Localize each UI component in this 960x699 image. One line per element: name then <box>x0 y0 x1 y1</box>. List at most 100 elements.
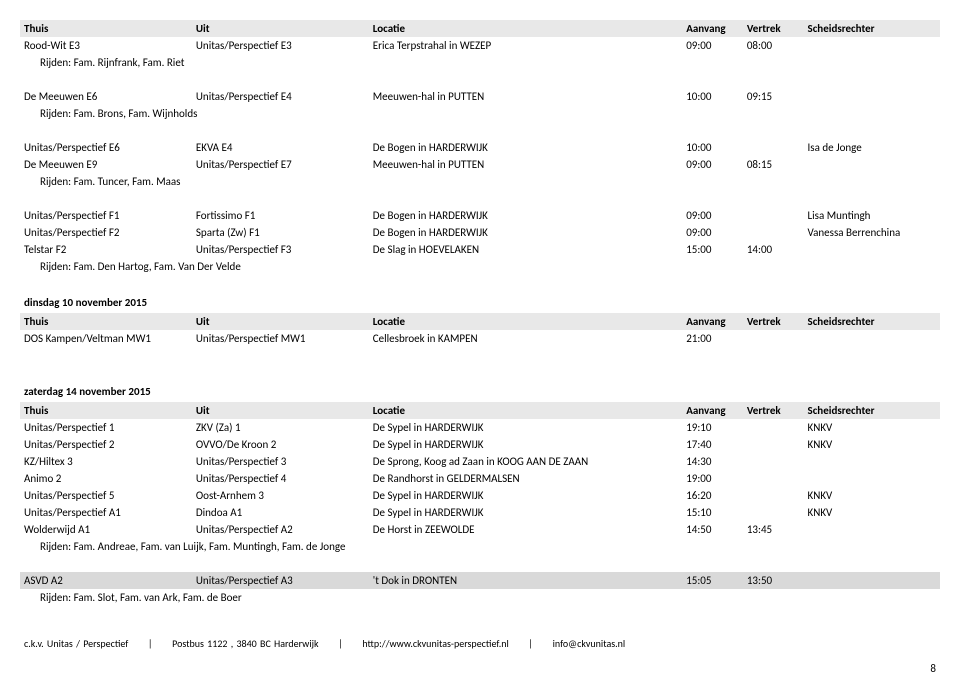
cell: 15:10 <box>682 504 743 521</box>
cell <box>743 207 804 224</box>
cell: KNKV <box>804 504 941 521</box>
cell <box>743 139 804 156</box>
cell <box>743 487 804 504</box>
cell: 19:00 <box>682 470 743 487</box>
cell: De Sypel in HARDERWIJK <box>369 504 682 521</box>
cell: Animo 2 <box>20 470 192 487</box>
cell: Telstar F2 <box>20 241 192 258</box>
cell <box>743 419 804 436</box>
cell: De Randhorst in GELDERMALSEN <box>369 470 682 487</box>
cell: De Horst in ZEEWOLDE <box>369 521 682 538</box>
cell: 13:50 <box>743 572 804 589</box>
cell: De Sypel in HARDERWIJK <box>369 436 682 453</box>
cell: 09:15 <box>743 88 804 105</box>
cell: 15:00 <box>682 241 743 258</box>
cell: Unitas/Perspectief A1 <box>20 504 192 521</box>
col-vertrek: Vertrek <box>743 20 804 37</box>
cell: De Meeuwen E6 <box>20 88 192 105</box>
rijden-note: Rijden: Fam. Brons, Fam. Wijnholds <box>20 105 940 122</box>
col-locatie: Locatie <box>369 20 682 37</box>
rijden-note: Rijden: Fam. Tuncer, Fam. Maas <box>20 173 940 190</box>
cell: Wolderwijd A1 <box>20 521 192 538</box>
cell: EKVA E4 <box>192 139 369 156</box>
cell: Fortissimo F1 <box>192 207 369 224</box>
footer-addr: Postbus 1122 , 3840 BC Harderwijk <box>172 637 318 650</box>
cell: KNKV <box>804 436 941 453</box>
cell: De Meeuwen E9 <box>20 156 192 173</box>
cell: 't Dok in DRONTEN <box>369 572 682 589</box>
cell <box>743 224 804 241</box>
cell <box>804 156 941 173</box>
cell: Unitas/Perspectief F2 <box>20 224 192 241</box>
table-row: Animo 2Unitas/Perspectief 4De Randhorst … <box>20 470 940 487</box>
col-vertrek: Vertrek <box>743 313 804 330</box>
cell: 16:20 <box>682 487 743 504</box>
cell: DOS Kampen/Veltman MW1 <box>20 330 192 347</box>
col-uit: Uit <box>192 313 369 330</box>
cell <box>743 470 804 487</box>
footer-email: info@ckvunitas.nl <box>553 637 626 650</box>
col-scheids: Scheidsrechter <box>804 402 941 419</box>
cell: Rood-Wit E3 <box>20 37 192 54</box>
cell <box>743 453 804 470</box>
cell: Unitas/Perspectief F3 <box>192 241 369 258</box>
table-row: Wolderwijd A1Unitas/Perspectief A2De Hor… <box>20 521 940 538</box>
cell: KNKV <box>804 419 941 436</box>
cell <box>743 436 804 453</box>
footer: c.k.v. Unitas / Perspectief | Postbus 11… <box>20 633 940 654</box>
cell: 10:00 <box>682 88 743 105</box>
cell: Unitas/Perspectief F1 <box>20 207 192 224</box>
cell: De Slag in HOEVELAKEN <box>369 241 682 258</box>
schedule-table: ThuisUitLocatieAanvangVertrekScheidsrech… <box>20 20 940 623</box>
cell <box>804 37 941 54</box>
cell: Meeuwen-hal in PUTTEN <box>369 156 682 173</box>
cell: Unitas/Perspectief 3 <box>192 453 369 470</box>
section-title: zaterdag 14 november 2015 <box>20 381 940 402</box>
cell: Sparta (Zw) F1 <box>192 224 369 241</box>
cell: 09:00 <box>682 156 743 173</box>
cell: 13:45 <box>743 521 804 538</box>
cell: Unitas/Perspectief MW1 <box>192 330 369 347</box>
table-row: Unitas/Perspectief 5Oost-Arnhem 3De Sype… <box>20 487 940 504</box>
cell: Unitas/Perspectief E3 <box>192 37 369 54</box>
col-locatie: Locatie <box>369 313 682 330</box>
cell: 15:05 <box>682 572 743 589</box>
cell: Unitas/Perspectief E4 <box>192 88 369 105</box>
table-row: KZ/Hiltex 3Unitas/Perspectief 3De Sprong… <box>20 453 940 470</box>
cell: 21:00 <box>682 330 743 347</box>
table-row: De Meeuwen E6Unitas/Perspectief E4Meeuwe… <box>20 88 940 105</box>
section-title: dinsdag 10 november 2015 <box>20 292 940 313</box>
col-thuis: Thuis <box>20 313 192 330</box>
cell: Cellesbroek in KAMPEN <box>369 330 682 347</box>
cell <box>804 521 941 538</box>
cell: Unitas/Perspectief 5 <box>20 487 192 504</box>
table-row: De Meeuwen E9Unitas/Perspectief E7Meeuwe… <box>20 156 940 173</box>
col-uit: Uit <box>192 402 369 419</box>
cell <box>804 453 941 470</box>
cell: De Sypel in HARDERWIJK <box>369 487 682 504</box>
col-thuis: Thuis <box>20 20 192 37</box>
table-row: Unitas/Perspectief 1ZKV (Za) 1De Sypel i… <box>20 419 940 436</box>
rijden-note: Rijden: Fam. Slot, Fam. van Ark, Fam. de… <box>20 589 940 606</box>
col-aanvang: Aanvang <box>682 313 743 330</box>
cell: Unitas/Perspectief E6 <box>20 139 192 156</box>
cell: 19:10 <box>682 419 743 436</box>
cell: 08:00 <box>743 37 804 54</box>
cell: 14:00 <box>743 241 804 258</box>
cell <box>804 470 941 487</box>
cell: Unitas/Perspectief 2 <box>20 436 192 453</box>
cell: De Bogen in HARDERWIJK <box>369 207 682 224</box>
footer-org: c.k.v. Unitas / Perspectief <box>24 637 128 650</box>
cell: ZKV (Za) 1 <box>192 419 369 436</box>
cell: Unitas/Perspectief A2 <box>192 521 369 538</box>
cell: 10:00 <box>682 139 743 156</box>
cell: Oost-Arnhem 3 <box>192 487 369 504</box>
cell: Unitas/Perspectief 4 <box>192 470 369 487</box>
cell <box>804 572 941 589</box>
cell: KZ/Hiltex 3 <box>20 453 192 470</box>
cell: Vanessa Berrenchina <box>804 224 941 241</box>
col-uit: Uit <box>192 20 369 37</box>
cell: Unitas/Perspectief E7 <box>192 156 369 173</box>
cell: 14:50 <box>682 521 743 538</box>
cell: OVVO/De Kroon 2 <box>192 436 369 453</box>
